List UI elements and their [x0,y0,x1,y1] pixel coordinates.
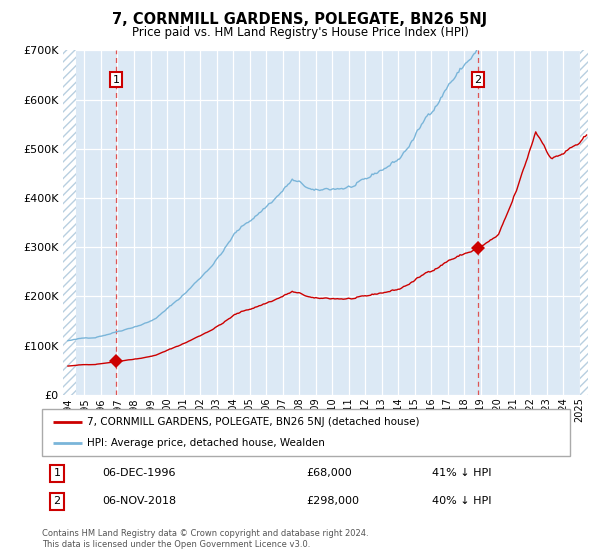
Text: 06-NOV-2018: 06-NOV-2018 [102,496,176,506]
Text: HPI: Average price, detached house, Wealden: HPI: Average price, detached house, Weal… [87,438,325,448]
Text: 40% ↓ HPI: 40% ↓ HPI [432,496,491,506]
Text: 41% ↓ HPI: 41% ↓ HPI [432,468,491,478]
Text: 1: 1 [113,74,119,85]
Text: 7, CORNMILL GARDENS, POLEGATE, BN26 5NJ: 7, CORNMILL GARDENS, POLEGATE, BN26 5NJ [112,12,488,27]
Text: 7, CORNMILL GARDENS, POLEGATE, BN26 5NJ (detached house): 7, CORNMILL GARDENS, POLEGATE, BN26 5NJ … [87,417,419,427]
Text: Price paid vs. HM Land Registry's House Price Index (HPI): Price paid vs. HM Land Registry's House … [131,26,469,39]
Text: 1: 1 [53,468,61,478]
Text: 06-DEC-1996: 06-DEC-1996 [102,468,176,478]
Text: 2: 2 [475,74,482,85]
Text: £298,000: £298,000 [306,496,359,506]
Bar [580,50,588,395]
Text: £68,000: £68,000 [306,468,352,478]
Text: Contains HM Land Registry data © Crown copyright and database right 2024.
This d: Contains HM Land Registry data © Crown c… [42,529,368,549]
FancyBboxPatch shape [42,409,570,456]
Bar [63,50,76,395]
Text: 2: 2 [53,496,61,506]
